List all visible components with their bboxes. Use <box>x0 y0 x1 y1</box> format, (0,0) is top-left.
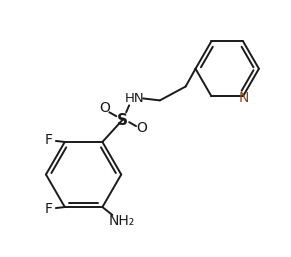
Text: F: F <box>45 133 53 147</box>
Text: NH₂: NH₂ <box>109 214 135 228</box>
Text: O: O <box>99 101 110 115</box>
Text: S: S <box>117 113 128 128</box>
Text: O: O <box>136 121 148 135</box>
Text: HN: HN <box>124 92 144 105</box>
Text: F: F <box>45 202 53 216</box>
Text: N: N <box>239 91 249 105</box>
